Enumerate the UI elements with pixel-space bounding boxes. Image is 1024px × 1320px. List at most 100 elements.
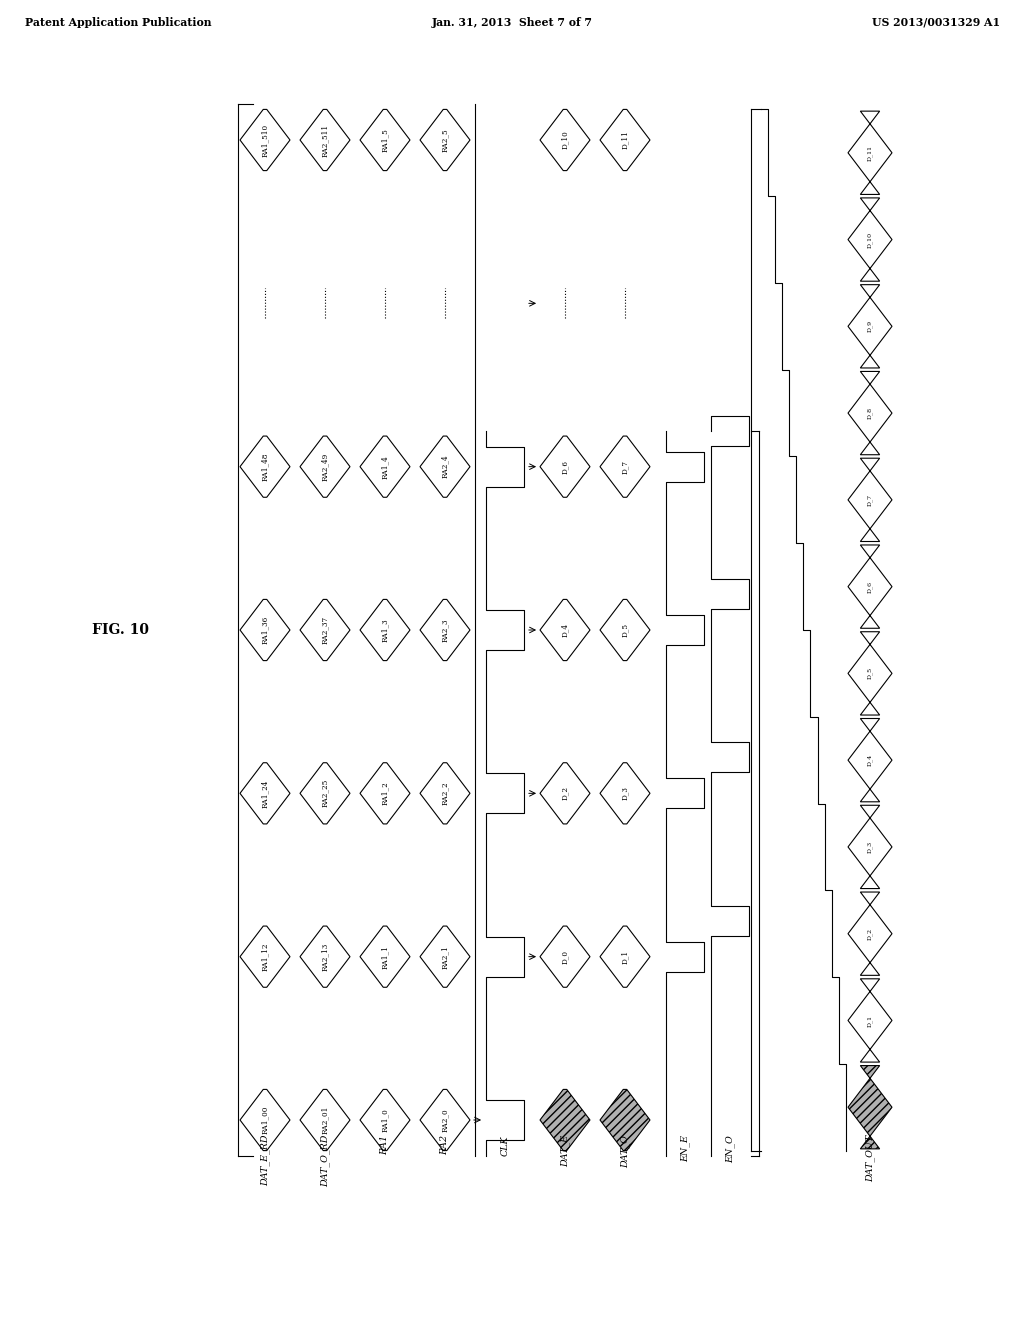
Polygon shape: [240, 110, 290, 170]
Text: D_11: D_11: [621, 131, 629, 149]
Polygon shape: [848, 371, 892, 454]
Polygon shape: [360, 110, 410, 170]
Polygon shape: [300, 763, 350, 824]
Text: D_9: D_9: [867, 321, 872, 333]
Text: RA2_2: RA2_2: [441, 781, 449, 805]
Polygon shape: [848, 805, 892, 888]
Text: D_7: D_7: [621, 459, 629, 474]
Polygon shape: [420, 110, 470, 170]
Text: RA1_4: RA1_4: [381, 455, 389, 479]
Text: RA2_1: RA2_1: [441, 945, 449, 969]
Text: DAT_E_RD: DAT_E_RD: [260, 1135, 270, 1187]
Text: D_11: D_11: [867, 145, 872, 161]
Text: D_2: D_2: [867, 928, 872, 940]
Text: D_3: D_3: [867, 841, 872, 853]
Polygon shape: [600, 1089, 650, 1151]
Text: RA1_510: RA1_510: [261, 124, 269, 157]
Text: RA1_3: RA1_3: [381, 618, 389, 642]
Polygon shape: [300, 1089, 350, 1151]
Polygon shape: [848, 545, 892, 628]
Polygon shape: [540, 599, 590, 660]
Text: RA1_36: RA1_36: [261, 616, 269, 644]
Polygon shape: [848, 111, 892, 194]
Text: EN_O: EN_O: [725, 1135, 735, 1163]
Text: RA2_3: RA2_3: [441, 618, 449, 642]
Text: D_7: D_7: [867, 494, 872, 506]
Text: DAT_E: DAT_E: [560, 1135, 569, 1167]
Polygon shape: [540, 927, 590, 987]
Text: D_8: D_8: [867, 407, 872, 420]
Text: D_4: D_4: [561, 623, 569, 638]
Polygon shape: [848, 979, 892, 1063]
Text: RA2_0: RA2_0: [441, 1109, 449, 1131]
Text: CLK: CLK: [501, 1135, 510, 1155]
Text: RA1_2: RA1_2: [381, 781, 389, 805]
Text: D_10: D_10: [561, 131, 569, 149]
Text: EN_E: EN_E: [680, 1135, 690, 1162]
Polygon shape: [848, 632, 892, 715]
Polygon shape: [300, 110, 350, 170]
Text: D_5: D_5: [621, 623, 629, 638]
Text: Patent Application Publication: Patent Application Publication: [25, 16, 212, 28]
Text: RA2_13: RA2_13: [321, 942, 329, 970]
Text: RA2: RA2: [440, 1135, 450, 1155]
Text: RA2_01: RA2_01: [321, 1106, 329, 1134]
Polygon shape: [300, 599, 350, 660]
Polygon shape: [360, 599, 410, 660]
Polygon shape: [420, 763, 470, 824]
Polygon shape: [240, 763, 290, 824]
Polygon shape: [540, 1089, 590, 1151]
Polygon shape: [420, 927, 470, 987]
Text: D_0: D_0: [561, 949, 569, 964]
Text: RA2_4: RA2_4: [441, 455, 449, 478]
Polygon shape: [540, 436, 590, 498]
Polygon shape: [848, 718, 892, 801]
Text: RA1_5: RA1_5: [381, 128, 389, 152]
Text: RA1_0: RA1_0: [381, 1107, 389, 1131]
Text: US 2013/0031329 A1: US 2013/0031329 A1: [871, 16, 1000, 28]
Text: D_1: D_1: [621, 949, 629, 964]
Polygon shape: [600, 599, 650, 660]
Text: D_3: D_3: [621, 787, 629, 800]
Text: D_6: D_6: [561, 459, 569, 474]
Text: DAT_OUT: DAT_OUT: [865, 1135, 874, 1183]
Polygon shape: [600, 927, 650, 987]
Polygon shape: [240, 1089, 290, 1151]
Text: Jan. 31, 2013  Sheet 7 of 7: Jan. 31, 2013 Sheet 7 of 7: [431, 16, 593, 28]
Text: D_5: D_5: [867, 668, 872, 680]
Text: RA1_24: RA1_24: [261, 779, 269, 808]
Text: RA1: RA1: [381, 1135, 389, 1155]
Polygon shape: [360, 763, 410, 824]
Text: RA1_1: RA1_1: [381, 945, 389, 969]
Polygon shape: [360, 927, 410, 987]
Polygon shape: [420, 436, 470, 498]
Polygon shape: [420, 1089, 470, 1151]
Text: RA1_48: RA1_48: [261, 453, 269, 480]
Polygon shape: [540, 763, 590, 824]
Polygon shape: [540, 110, 590, 170]
Polygon shape: [848, 1065, 892, 1148]
Polygon shape: [360, 1089, 410, 1151]
Polygon shape: [240, 927, 290, 987]
Text: D_4: D_4: [867, 754, 872, 767]
Polygon shape: [848, 198, 892, 281]
Polygon shape: [848, 458, 892, 541]
Text: RA1_12: RA1_12: [261, 942, 269, 972]
Text: RA2_511: RA2_511: [321, 124, 329, 157]
Polygon shape: [300, 436, 350, 498]
Text: RA2_49: RA2_49: [321, 453, 329, 480]
Text: D_1: D_1: [867, 1014, 872, 1027]
Text: DAT_O_RD: DAT_O_RD: [321, 1135, 330, 1188]
Text: RA2_25: RA2_25: [321, 779, 329, 808]
Polygon shape: [360, 436, 410, 498]
Text: DAT_O: DAT_O: [621, 1135, 630, 1168]
Polygon shape: [600, 436, 650, 498]
Polygon shape: [600, 110, 650, 170]
Text: FIG. 10: FIG. 10: [91, 623, 148, 638]
Text: RA2_37: RA2_37: [321, 616, 329, 644]
Polygon shape: [600, 763, 650, 824]
Polygon shape: [848, 285, 892, 368]
Text: D_2: D_2: [561, 787, 569, 800]
Text: D_10: D_10: [867, 231, 872, 248]
Text: D_6: D_6: [867, 581, 872, 593]
